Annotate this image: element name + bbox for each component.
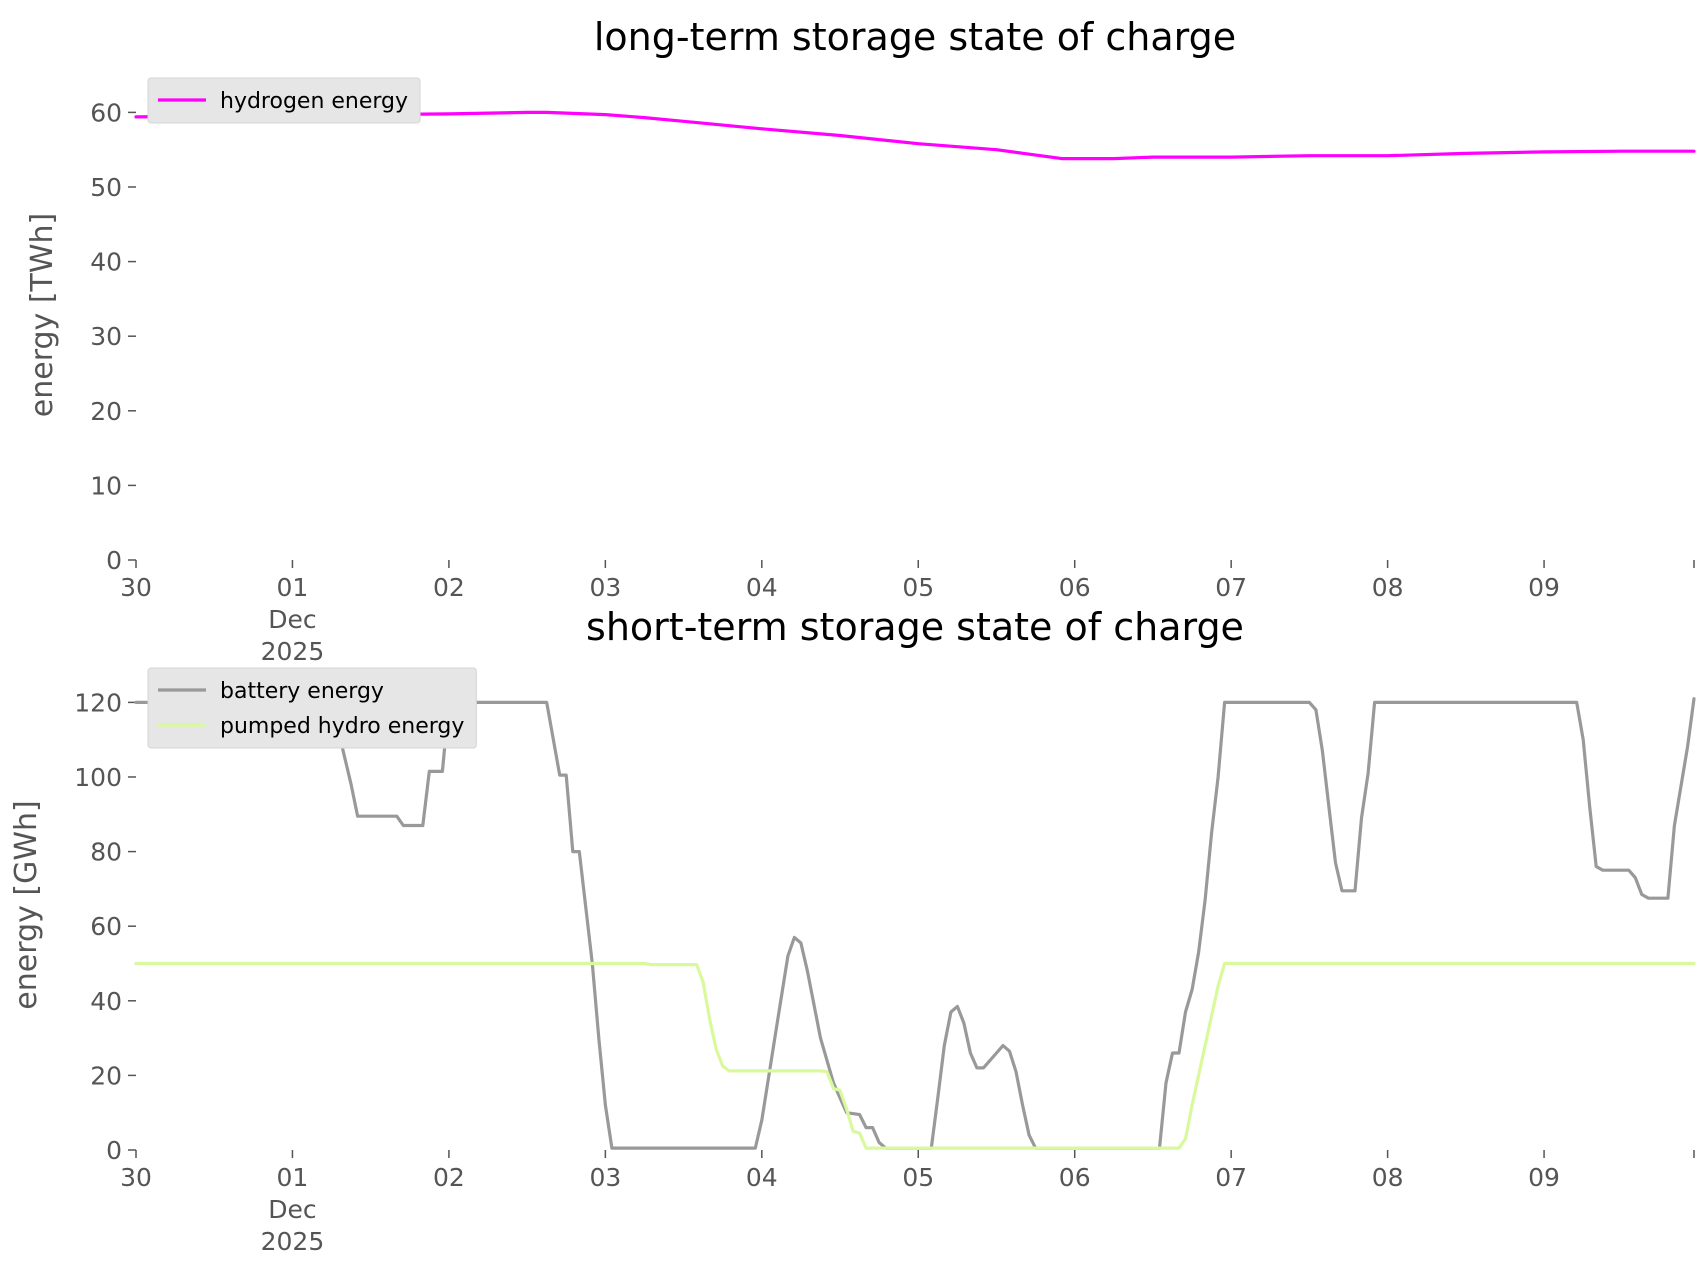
legend: hydrogen energy	[147, 77, 421, 124]
legend-label: battery energy	[220, 679, 384, 704]
y-tick-label: 40	[90, 987, 122, 1016]
x-tick-label: 30	[120, 573, 152, 602]
x-tick-label: 04	[746, 573, 778, 602]
x-tick-label: 05	[902, 1163, 934, 1192]
series-line-2	[134, 961, 1696, 1150]
y-axis-label: energy [TWh]	[25, 213, 60, 417]
y-tick-label: 120	[74, 688, 122, 717]
x-tick-label: 03	[589, 1163, 621, 1192]
x-tick-label: 08	[1372, 1163, 1404, 1192]
x-tick-label: 01 Dec 2025	[261, 573, 325, 666]
x-tick-label: 03	[589, 573, 621, 602]
y-tick-label: 0	[106, 1136, 122, 1165]
x-tick-label: 09	[1528, 1163, 1560, 1192]
legend-box	[147, 77, 421, 124]
y-tick-label: 60	[90, 912, 122, 941]
legend-box	[147, 667, 477, 749]
chart-title: long-term storage state of charge	[594, 15, 1236, 59]
chart-panel-1: long-term storage state of charge energy …	[25, 15, 1696, 666]
x-tick-label: 04	[746, 1163, 778, 1192]
y-tick-label: 10	[90, 471, 122, 500]
x-tick-label: 08	[1372, 573, 1404, 602]
x-tick-label: 07	[1215, 573, 1247, 602]
x-tick-label: 07	[1215, 1163, 1247, 1192]
series-line-1	[134, 697, 1696, 1150]
x-tick-label: 05	[902, 573, 934, 602]
y-tick-label: 60	[90, 98, 122, 127]
y-tick-label: 20	[90, 397, 122, 426]
y-tick-label: 80	[90, 838, 122, 867]
y-axis-label: energy [GWh]	[9, 800, 44, 1009]
x-tick-label: 30	[120, 1163, 152, 1192]
x-tick-label: 06	[1059, 573, 1091, 602]
x-tick-label: 06	[1059, 1163, 1091, 1192]
x-tick-label: 01 Dec 2025	[261, 1163, 325, 1256]
series-line-1	[134, 110, 1696, 161]
legend-label: hydrogen energy	[220, 89, 408, 114]
y-tick-label: 100	[74, 763, 122, 792]
legend: battery energy pumped hydro energy	[147, 667, 477, 749]
x-tick-label: 09	[1528, 573, 1560, 602]
y-tick-label: 0	[106, 546, 122, 575]
y-tick-label: 20	[90, 1061, 122, 1090]
chart-title: short-term storage state of charge	[586, 605, 1244, 649]
legend-label: pumped hydro energy	[220, 714, 464, 739]
chart-panel-2: short-term storage state of charge energy…	[9, 605, 1696, 1256]
x-tick-label: 02	[433, 1163, 465, 1192]
x-tick-label: 02	[433, 573, 465, 602]
y-tick-label: 30	[90, 322, 122, 351]
y-tick-label: 50	[90, 173, 122, 202]
y-tick-label: 40	[90, 248, 122, 277]
